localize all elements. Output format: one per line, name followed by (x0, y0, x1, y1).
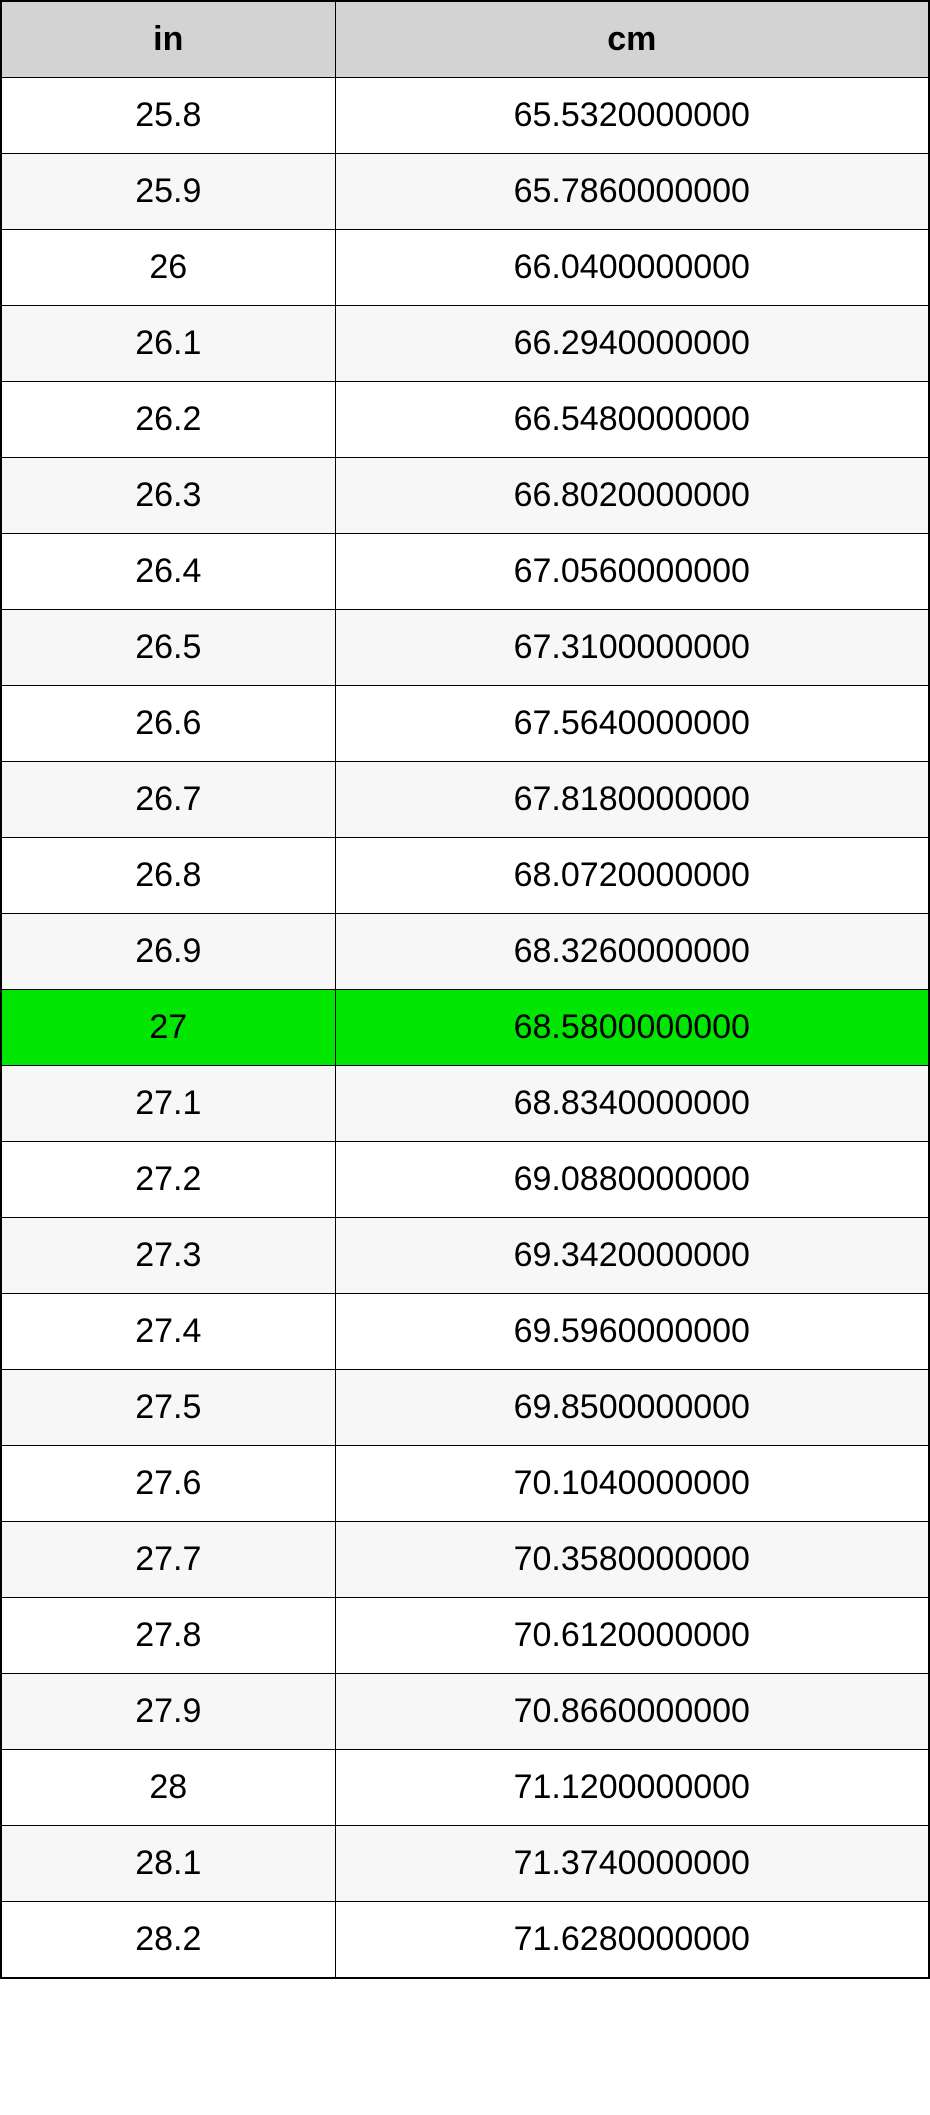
cell-in: 25.9 (1, 154, 335, 230)
table-row: 26.467.0560000000 (1, 534, 929, 610)
table-row: 25.865.5320000000 (1, 78, 929, 154)
cell-in: 27.1 (1, 1066, 335, 1142)
table-row: 27.469.5960000000 (1, 1294, 929, 1370)
table-row: 26.366.8020000000 (1, 458, 929, 534)
table-row: 27.569.8500000000 (1, 1370, 929, 1446)
cell-in: 27.3 (1, 1218, 335, 1294)
table-row: 26.567.3100000000 (1, 610, 929, 686)
cell-cm: 70.3580000000 (335, 1522, 929, 1598)
table-row: 28.171.3740000000 (1, 1826, 929, 1902)
cell-cm: 68.3260000000 (335, 914, 929, 990)
cell-in: 27.4 (1, 1294, 335, 1370)
cell-cm: 71.1200000000 (335, 1750, 929, 1826)
cell-cm: 65.7860000000 (335, 154, 929, 230)
cell-cm: 69.5960000000 (335, 1294, 929, 1370)
table-row: 2768.5800000000 (1, 990, 929, 1066)
table-row: 27.168.8340000000 (1, 1066, 929, 1142)
table-row: 27.670.1040000000 (1, 1446, 929, 1522)
conversion-table: in cm 25.865.532000000025.965.7860000000… (0, 0, 930, 1979)
header-row: in cm (1, 1, 929, 78)
table-row: 27.870.6120000000 (1, 1598, 929, 1674)
cell-in: 26.6 (1, 686, 335, 762)
cell-cm: 66.2940000000 (335, 306, 929, 382)
cell-cm: 71.6280000000 (335, 1902, 929, 1979)
cell-cm: 66.5480000000 (335, 382, 929, 458)
cell-in: 27.2 (1, 1142, 335, 1218)
cell-in: 26.8 (1, 838, 335, 914)
cell-cm: 69.3420000000 (335, 1218, 929, 1294)
cell-cm: 70.8660000000 (335, 1674, 929, 1750)
table-row: 26.968.3260000000 (1, 914, 929, 990)
cell-cm: 68.5800000000 (335, 990, 929, 1066)
cell-in: 26.4 (1, 534, 335, 610)
cell-cm: 68.8340000000 (335, 1066, 929, 1142)
table-row: 27.770.3580000000 (1, 1522, 929, 1598)
header-in: in (1, 1, 335, 78)
cell-in: 27.6 (1, 1446, 335, 1522)
cell-in: 27.7 (1, 1522, 335, 1598)
cell-cm: 70.6120000000 (335, 1598, 929, 1674)
cell-in: 26.1 (1, 306, 335, 382)
cell-in: 28.2 (1, 1902, 335, 1979)
table-row: 2871.1200000000 (1, 1750, 929, 1826)
table-header: in cm (1, 1, 929, 78)
cell-in: 26 (1, 230, 335, 306)
table-row: 26.767.8180000000 (1, 762, 929, 838)
cell-cm: 69.0880000000 (335, 1142, 929, 1218)
cell-in: 26.2 (1, 382, 335, 458)
cell-cm: 68.0720000000 (335, 838, 929, 914)
table-row: 25.965.7860000000 (1, 154, 929, 230)
table-row: 27.269.0880000000 (1, 1142, 929, 1218)
cell-cm: 66.8020000000 (335, 458, 929, 534)
table-row: 26.266.5480000000 (1, 382, 929, 458)
cell-cm: 67.5640000000 (335, 686, 929, 762)
cell-cm: 67.8180000000 (335, 762, 929, 838)
cell-in: 26.3 (1, 458, 335, 534)
cell-in: 27 (1, 990, 335, 1066)
table-row: 26.868.0720000000 (1, 838, 929, 914)
cell-in: 26.9 (1, 914, 335, 990)
cell-cm: 70.1040000000 (335, 1446, 929, 1522)
cell-cm: 67.3100000000 (335, 610, 929, 686)
cell-in: 28 (1, 1750, 335, 1826)
cell-in: 28.1 (1, 1826, 335, 1902)
cell-in: 27.5 (1, 1370, 335, 1446)
table-row: 26.667.5640000000 (1, 686, 929, 762)
table-row: 27.369.3420000000 (1, 1218, 929, 1294)
table-row: 28.271.6280000000 (1, 1902, 929, 1979)
table-body: 25.865.532000000025.965.78600000002666.0… (1, 78, 929, 1979)
cell-in: 25.8 (1, 78, 335, 154)
cell-in: 26.5 (1, 610, 335, 686)
cell-cm: 65.5320000000 (335, 78, 929, 154)
cell-cm: 69.8500000000 (335, 1370, 929, 1446)
cell-cm: 71.3740000000 (335, 1826, 929, 1902)
cell-in: 26.7 (1, 762, 335, 838)
cell-in: 27.9 (1, 1674, 335, 1750)
table-row: 27.970.8660000000 (1, 1674, 929, 1750)
table-row: 26.166.2940000000 (1, 306, 929, 382)
cell-cm: 66.0400000000 (335, 230, 929, 306)
header-cm: cm (335, 1, 929, 78)
cell-cm: 67.0560000000 (335, 534, 929, 610)
cell-in: 27.8 (1, 1598, 335, 1674)
table-row: 2666.0400000000 (1, 230, 929, 306)
